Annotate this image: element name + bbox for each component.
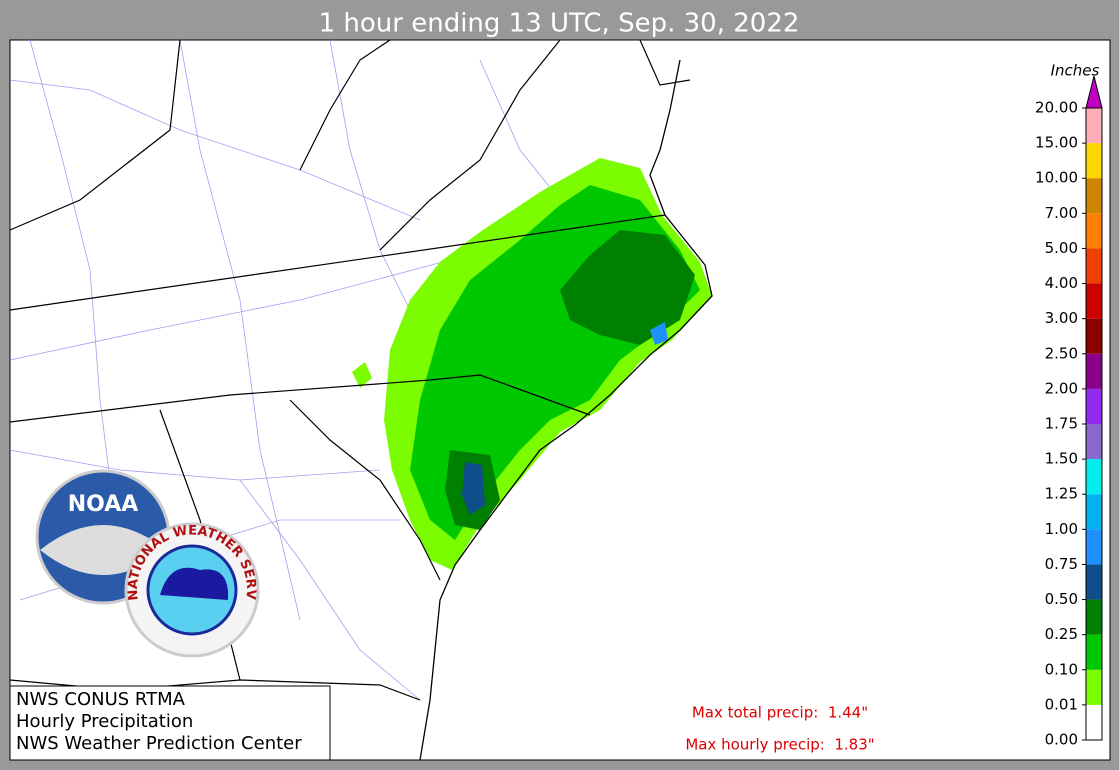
info-line: NWS CONUS RTMA (16, 689, 186, 710)
colorbar-label: 2.50 (1045, 344, 1078, 362)
colorbar-bin (1086, 669, 1102, 705)
colorbar-label: 0.25 (1045, 625, 1078, 643)
colorbar-label: 5.00 (1045, 239, 1078, 257)
colorbar-label: 1.50 (1045, 450, 1078, 468)
colorbar-label: 10.00 (1035, 169, 1078, 187)
colorbar-bin (1086, 248, 1102, 284)
colorbar-label: 4.00 (1045, 274, 1078, 292)
info-box (9, 685, 331, 761)
max-total: Max total precip: 1.44" (692, 704, 868, 722)
colorbar-label: 2.00 (1045, 379, 1078, 397)
colorbar-bin (1086, 564, 1102, 600)
colorbar: 0.00 0.01 0.10 0.25 0.50 0.75 1.00 1.25 1.50 1.75… (1035, 75, 1103, 749)
colorbar-label: 15.00 (1035, 134, 1078, 152)
info-line: Hourly Precipitation (16, 711, 193, 732)
colorbar-unit: Inches (1051, 62, 1100, 80)
colorbar-label: 3.00 (1045, 309, 1078, 327)
noaa-text: NOAA (68, 492, 139, 517)
colorbar-bin (1086, 704, 1102, 740)
colorbar-bin (1086, 178, 1102, 214)
coastline (419, 59, 713, 761)
colorbar-bin (1086, 459, 1102, 495)
colorbar-bin (1086, 213, 1102, 249)
precip-area (352, 158, 712, 570)
colorbar-bin (1086, 529, 1102, 565)
colorbar-label: 0.01 (1045, 695, 1078, 713)
colorbar-bin (1086, 108, 1102, 144)
colorbar-bin (1086, 634, 1102, 670)
colorbar-bin (1086, 143, 1102, 179)
colorbar-bin (1086, 424, 1102, 460)
colorbar-label: 20.00 (1035, 99, 1078, 117)
max-hourly: Max hourly precip: 1.83" (685, 736, 874, 754)
colorbar-label: 1.25 (1045, 485, 1078, 503)
colorbar-label: 0.00 (1045, 731, 1078, 749)
colorbar-bin (1086, 318, 1102, 354)
colorbar-label: 0.75 (1045, 555, 1078, 573)
title: 1 hour ending 13 UTC, Sep. 30, 2022 (319, 9, 800, 39)
colorbar-label: 1.75 (1045, 415, 1078, 433)
colorbar-bin (1086, 353, 1102, 389)
nws-cloud (160, 567, 229, 600)
colorbar-label: 0.50 (1045, 590, 1078, 608)
colorbar-label: 7.00 (1045, 204, 1078, 222)
colorbar-bin (1086, 494, 1102, 530)
colorbar-bin (1086, 599, 1102, 635)
colorbar-label: 1.00 (1045, 520, 1078, 538)
info-line: NWS Weather Prediction Center (16, 733, 302, 754)
boundaries (9, 39, 691, 701)
colorbar-label: 0.10 (1045, 660, 1078, 678)
colorbar-bin (1086, 388, 1102, 424)
colorbar-bin (1086, 283, 1102, 319)
